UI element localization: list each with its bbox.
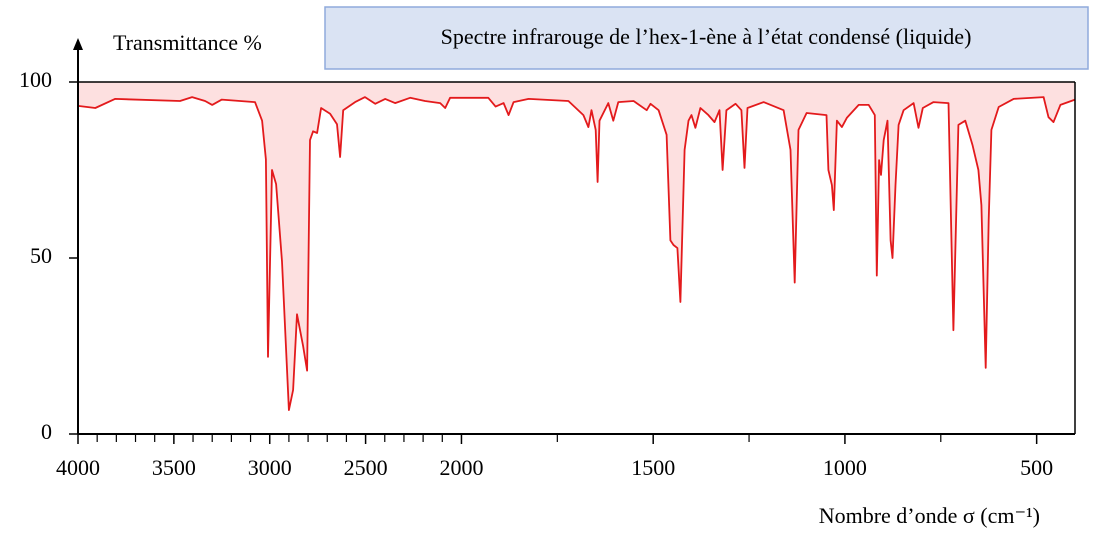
- x-tick-label: 500: [1020, 455, 1053, 480]
- x-tick-label: 4000: [56, 455, 100, 480]
- x-tick-label: 1000: [823, 455, 867, 480]
- x-axis-label: Nombre d’onde σ (cm⁻¹): [819, 503, 1040, 528]
- title-box: [324, 6, 1089, 70]
- x-tick-label: 3000: [248, 455, 292, 480]
- y-tick-label: 0: [41, 419, 52, 444]
- x-tick-label: 1500: [631, 455, 675, 480]
- x-tick-label: 2000: [439, 455, 483, 480]
- y-tick-label: 50: [30, 243, 52, 268]
- y-axis-label: Transmittance %: [113, 30, 262, 55]
- chart-title: Spectre infrarouge de l’hex-1-ène à l’ét…: [441, 24, 972, 49]
- y-axis-arrow: [73, 38, 83, 50]
- y-tick-label: 100: [19, 67, 52, 92]
- x-tick-label: 2500: [344, 455, 388, 480]
- spectrum-line: [77, 96, 1076, 411]
- x-tick-label: 3500: [152, 455, 196, 480]
- area-fill: [78, 82, 1075, 411]
